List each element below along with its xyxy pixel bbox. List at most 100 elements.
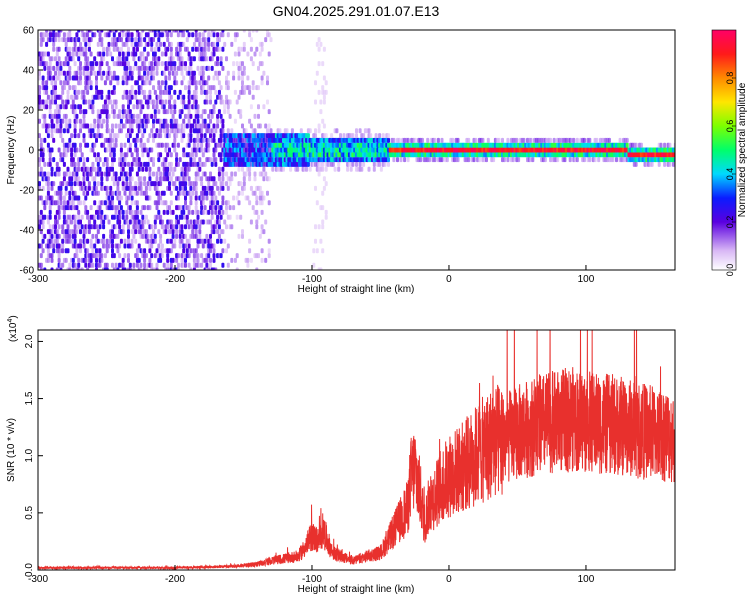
spectrogram-cell <box>221 99 225 105</box>
spectrogram-cell <box>168 205 171 211</box>
spectrogram-cell <box>57 205 61 211</box>
spectrogram-cell <box>207 30 211 33</box>
spectrogram-cell <box>46 176 50 182</box>
snr-scale-text: (x10 <box>8 322 19 342</box>
y-tick-label: 40 <box>23 66 35 77</box>
spectrogram-cell <box>169 51 173 57</box>
spectrogram-cell <box>225 181 228 187</box>
spectrogram-cell <box>64 190 68 196</box>
spectrogram-cell <box>166 37 170 43</box>
spectrogram-cell <box>48 70 52 76</box>
spectrogram-cell <box>79 248 82 254</box>
spectrogram-cell <box>155 248 159 254</box>
spectrogram-cell <box>360 166 364 172</box>
spectrogram-cell <box>387 137 390 143</box>
spectrogram-cell <box>221 200 225 206</box>
spectrogram-cell <box>73 152 77 158</box>
spectrogram-cell <box>114 99 118 105</box>
spectrogram-cell <box>39 209 43 215</box>
spectrogram-cell <box>64 41 68 47</box>
spectrogram-cell <box>48 214 52 220</box>
spectrogram-cell <box>130 37 134 43</box>
spectrogram-cell <box>216 214 220 220</box>
spectrogram-cell <box>48 161 52 167</box>
spectrogram-cell <box>481 137 485 143</box>
y-tick-label: -40 <box>20 226 35 237</box>
spectrogram-cell <box>249 37 253 43</box>
spectrogram-cell <box>152 75 155 81</box>
spectrogram-cell <box>242 185 246 191</box>
spectrogram-cell <box>200 142 204 148</box>
spectrogram-cell <box>135 253 139 259</box>
spectrogram-cell <box>322 94 326 100</box>
spectrogram-cell <box>55 61 59 67</box>
y-tick-label: 20 <box>23 106 35 117</box>
spectrogram-cell <box>244 171 248 177</box>
spectrogram-cell <box>166 224 170 230</box>
spectrogram-cell <box>141 152 145 158</box>
spectrogram-cell <box>472 157 476 163</box>
spectrogram-cell <box>639 142 643 148</box>
spectrogram-cell <box>57 109 61 115</box>
spectrogram-cell <box>214 147 218 153</box>
spectrogram-cell <box>162 262 166 268</box>
spectrogram-cell <box>75 113 79 119</box>
spectrogram-cell <box>210 185 214 191</box>
spectrogram-cell <box>185 37 189 43</box>
spectrogram-cell <box>173 238 177 244</box>
spectrogram-cell <box>205 94 209 100</box>
spectrogram-cell <box>219 94 223 100</box>
spectrogram-cell <box>70 185 74 191</box>
spectrogram-cell <box>212 51 216 57</box>
spectrogram-cell <box>68 70 72 76</box>
spectrogram-cell <box>112 152 116 158</box>
spectrogram-cell <box>112 85 116 91</box>
spectrogram-cell <box>321 224 325 230</box>
spectrogram-cell <box>216 118 220 124</box>
spectrogram-cell <box>588 137 592 143</box>
spectrogram-cell <box>77 161 81 167</box>
spectrogram-cell <box>39 253 43 259</box>
spectrogram-cell <box>221 65 225 71</box>
spectrogram-cell <box>89 30 93 33</box>
spectrogram-cell <box>118 109 122 115</box>
spectrogram-cell <box>57 147 61 153</box>
spectrogram-cell <box>148 166 152 172</box>
spectrogram-cell <box>95 61 98 67</box>
spectrogram-cell <box>321 219 325 225</box>
spectrogram-cell <box>253 171 257 177</box>
spectrogram-cell <box>242 30 246 33</box>
spectrogram-cell <box>369 133 373 139</box>
spectrogram-cell <box>150 113 154 119</box>
spectrogram-cell <box>38 161 41 167</box>
spectrogram-cell <box>168 70 171 76</box>
spectrogram-cell <box>157 166 161 172</box>
spectrogram-cell <box>112 32 116 38</box>
spectrogram-cell <box>46 133 50 139</box>
spectrogram-cell <box>57 253 61 259</box>
spectrogram-cell <box>84 46 88 52</box>
spectrogram-cell <box>75 253 79 259</box>
spectrogram-cell <box>128 219 132 225</box>
spectrogram-cell <box>230 176 234 182</box>
spectrogram-cell <box>123 161 127 167</box>
spectrogram-cell <box>248 176 252 182</box>
spectrogram-cell <box>107 46 111 52</box>
spectrogram-cell <box>50 94 54 100</box>
spectrogram-cell <box>105 104 109 110</box>
spectrogram-cell <box>241 61 244 67</box>
spectrogram-cell <box>62 37 66 43</box>
spectrogram-cell <box>87 99 91 105</box>
spectrogram-cell <box>321 118 325 124</box>
spectrogram-cell <box>111 190 114 196</box>
spectrogram-cell <box>187 166 191 172</box>
spectrogram-cell <box>335 128 339 134</box>
spectrogram-cell <box>98 224 102 230</box>
spectrogram-cell <box>46 185 50 191</box>
spectrogram-cell <box>132 233 136 239</box>
spectrogram-cell <box>64 104 68 110</box>
spectrogram-cell <box>54 89 57 95</box>
spectrogram-cell <box>173 181 177 187</box>
spectrogram-cell <box>196 46 200 52</box>
spectrogram-cell <box>95 224 98 230</box>
